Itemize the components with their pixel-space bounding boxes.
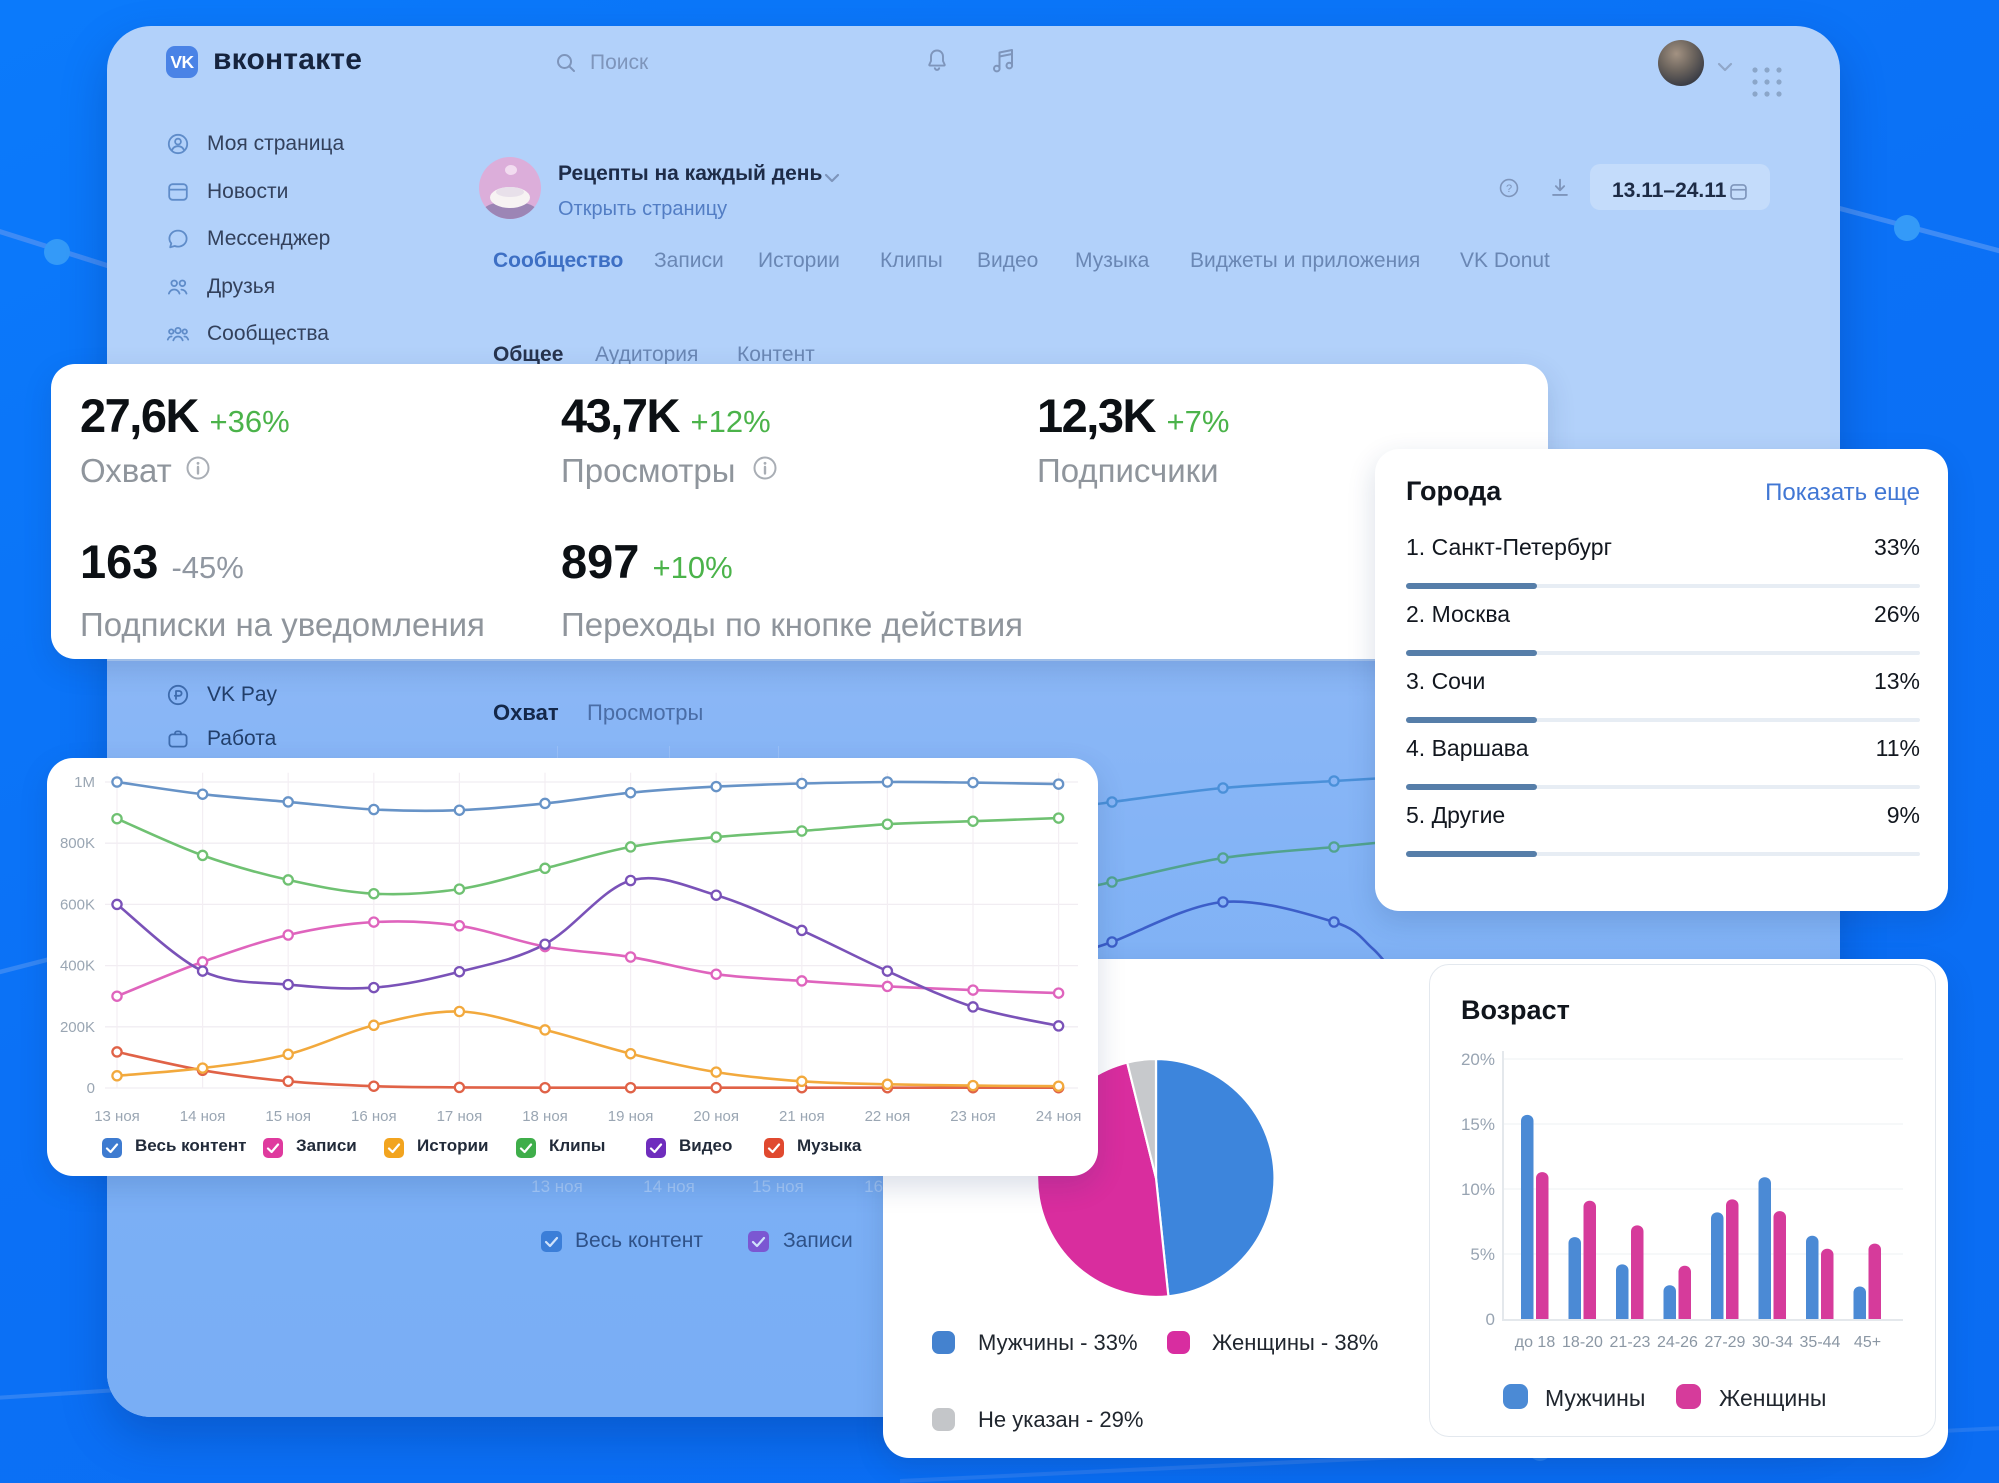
svg-text:18-20: 18-20 — [1562, 1334, 1603, 1351]
svg-text:19 ноя: 19 ноя — [608, 1108, 654, 1125]
svg-text:800K: 800K — [60, 835, 95, 852]
svg-text:35-44: 35-44 — [1800, 1334, 1841, 1351]
svg-text:15%: 15% — [1461, 1115, 1495, 1134]
svg-text:22 ноя: 22 ноя — [865, 1108, 911, 1125]
svg-text:18 ноя: 18 ноя — [522, 1108, 568, 1125]
svg-text:13 ноя: 13 ноя — [94, 1108, 140, 1125]
svg-text:20 ноя: 20 ноя — [693, 1108, 739, 1125]
svg-text:24 ноя: 24 ноя — [1036, 1108, 1082, 1125]
svg-text:200K: 200K — [60, 1019, 95, 1036]
svg-text:21 ноя: 21 ноя — [779, 1108, 825, 1125]
svg-text:27-29: 27-29 — [1705, 1334, 1746, 1351]
svg-text:30-34: 30-34 — [1752, 1334, 1793, 1351]
svg-text:23 ноя: 23 ноя — [950, 1108, 996, 1125]
svg-text:10%: 10% — [1461, 1180, 1495, 1199]
svg-text:400K: 400K — [60, 958, 95, 975]
svg-text:21-23: 21-23 — [1610, 1334, 1651, 1351]
svg-text:20%: 20% — [1461, 1050, 1495, 1069]
svg-text:24-26: 24-26 — [1657, 1334, 1698, 1351]
svg-text:1M: 1M — [74, 774, 95, 791]
svg-text:15 ноя: 15 ноя — [265, 1108, 311, 1125]
svg-text:17 ноя: 17 ноя — [437, 1108, 483, 1125]
svg-text:?: ? — [1506, 183, 1512, 195]
svg-text:45+: 45+ — [1854, 1334, 1881, 1351]
svg-text:до 18: до 18 — [1515, 1334, 1556, 1351]
svg-text:5%: 5% — [1470, 1245, 1495, 1264]
svg-text:0: 0 — [87, 1080, 95, 1097]
svg-text:0: 0 — [1486, 1310, 1495, 1329]
svg-text:16 ноя: 16 ноя — [351, 1108, 397, 1125]
svg-text:600K: 600K — [60, 896, 95, 913]
svg-text:14 ноя: 14 ноя — [180, 1108, 226, 1125]
